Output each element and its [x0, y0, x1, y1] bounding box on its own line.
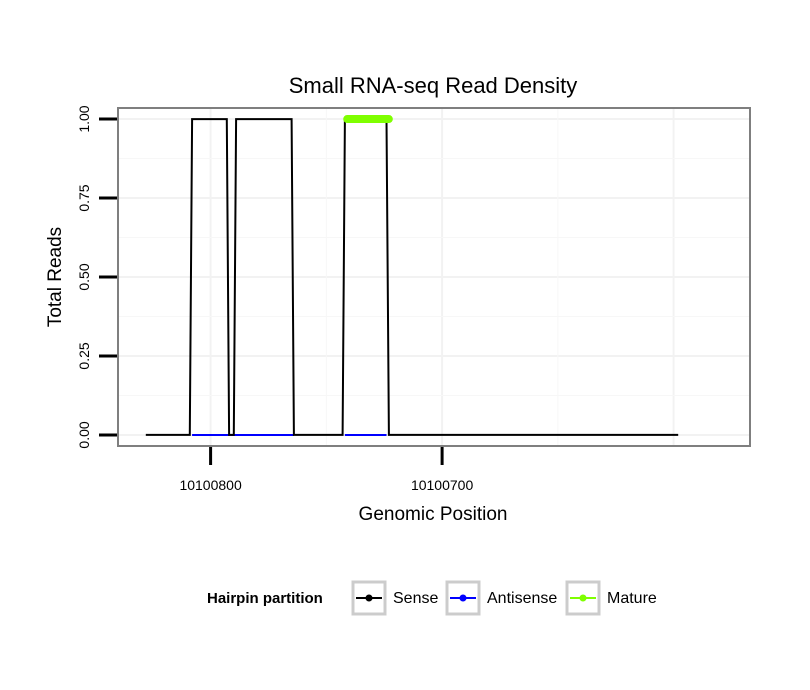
legend-dot-antisense: [459, 594, 467, 602]
chart-title: Small RNA-seq Read Density: [289, 73, 578, 98]
legend-label-mature: Mature: [607, 590, 657, 607]
x-axis: 10100800 10100700: [179, 447, 473, 493]
x-axis-title: Genomic Position: [359, 504, 508, 525]
legend-item-mature: Mature: [565, 580, 657, 616]
legend-title: Hairpin partition: [207, 590, 323, 607]
legend-label-sense: Sense: [393, 590, 438, 607]
legend-dot-sense: [365, 594, 373, 602]
legend-label-antisense: Antisense: [487, 590, 557, 607]
legend-key-mature: [565, 580, 601, 616]
series-layer: [145, 115, 679, 436]
grid-minor: [118, 108, 750, 446]
legend: Hairpin partition Sense Antisense Mature: [207, 580, 657, 616]
y-tick-label-2: 0.50: [76, 263, 92, 290]
legend-item-sense: Sense: [351, 580, 438, 616]
x-tick-label-0: 10100800: [179, 477, 242, 493]
y-axis: 0.00 0.25 0.50 0.75 1.00: [76, 105, 117, 449]
y-tick-label-3: 0.75: [76, 184, 92, 211]
legend-item-antisense: Antisense: [445, 580, 557, 616]
y-axis-title: Total Reads: [45, 227, 66, 327]
y-tick-label-4: 1.00: [76, 105, 92, 132]
y-tick-label-1: 0.25: [76, 342, 92, 369]
y-tick-label-0: 0.00: [76, 421, 92, 448]
plot-border: [117, 107, 751, 447]
legend-dot-mature: [579, 594, 587, 602]
x-tick-label-1: 10100700: [411, 477, 474, 493]
